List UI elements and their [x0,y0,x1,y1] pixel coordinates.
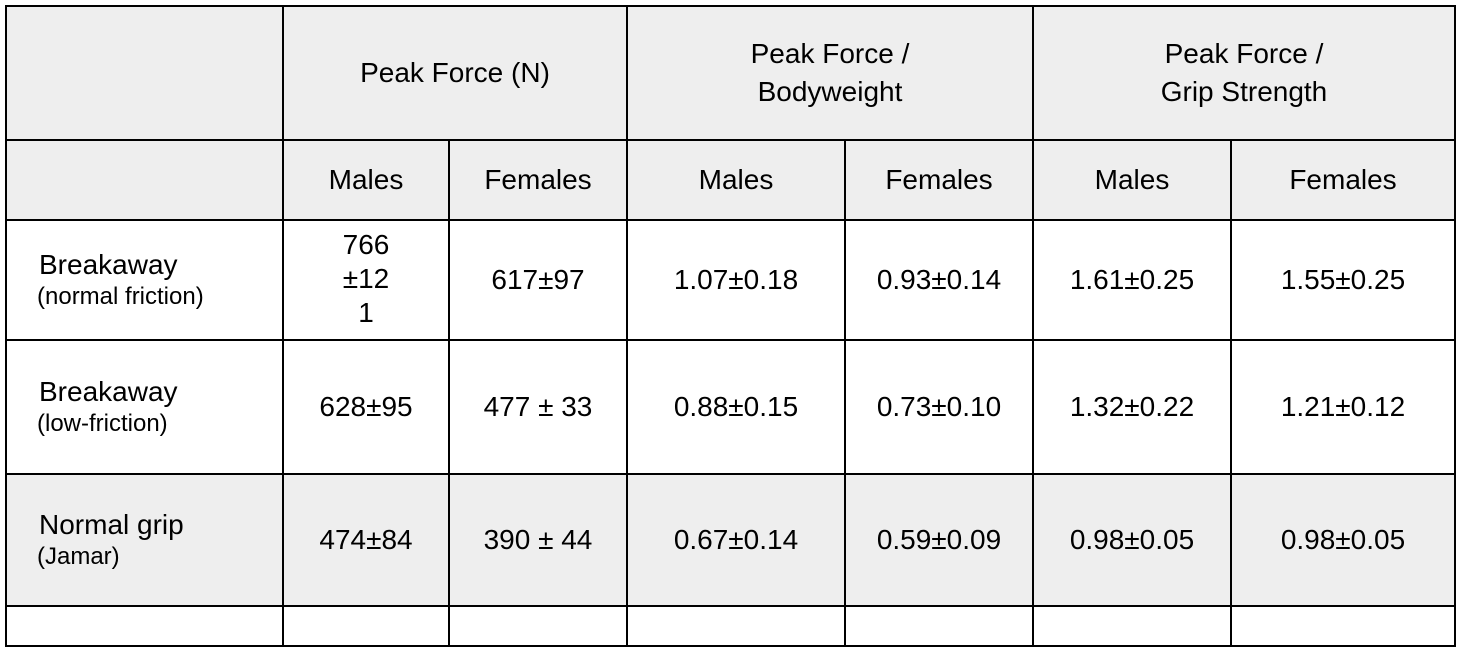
row-label: Normal grip (Jamar) [5,473,284,607]
data-row: Breakaway (low-friction) 628±95 477 ± 33 0.8… [5,339,1456,475]
cell-text: 0.93±0.14 [876,264,1002,295]
cell-text: 1.55±0.25 [1280,264,1406,295]
data-table: Peak Force (N) Peak Force / Bodyweight Peak… [5,5,1456,647]
data-cell: 1.21±0.12 [1230,339,1456,475]
data-cell: 0.67±0.14 [626,473,846,607]
cell-text: 1.32±0.22 [1069,391,1195,422]
data-cell: 1.07±0.18 [626,219,846,341]
data-cell: 474±84 [282,473,450,607]
data-cell: 0.98±0.05 [1230,473,1456,607]
sub-header: Females [844,139,1034,221]
cell-text: 0.88±0.15 [673,391,799,422]
header-line: Peak Force / [750,38,910,69]
sub-header: Males [282,139,450,221]
label-text: Breakaway [39,249,178,280]
empty-cell [626,605,846,647]
subheader-row: Males Females Males Females Males Females [5,139,1456,221]
data-cell: 477 ± 33 [448,339,628,475]
sub-header: Females [1230,139,1456,221]
cut-row [5,605,1456,647]
corner-cell [5,139,284,221]
data-cell: 0.73±0.10 [844,339,1034,475]
label-note: (low-friction) [37,410,168,437]
data-cell: 1.61±0.25 [1032,219,1232,341]
cell-text: 0.67±0.14 [673,524,799,555]
sub-header: Males [1032,139,1232,221]
data-cell: 1.32±0.22 [1032,339,1232,475]
cell-text: 0.98±0.05 [1280,524,1406,555]
group-header: Peak Force (N) [282,5,628,141]
group-header: Peak Force / Bodyweight [626,5,1034,141]
data-cell: 766±121 [282,219,450,341]
empty-cell [1032,605,1232,647]
row-label: Breakaway (low-friction) [5,339,284,475]
sub-header: Females [448,139,628,221]
header-line: Peak Force (N) [360,57,550,88]
data-cell: 0.93±0.14 [844,219,1034,341]
page: Peak Force (N) Peak Force / Bodyweight Peak… [5,5,1456,647]
empty-cell [282,605,450,647]
empty-cell [1230,605,1456,647]
data-cell: 390 ± 44 [448,473,628,607]
header-line: Bodyweight [757,76,903,107]
label-text: Breakaway [39,376,178,407]
group-header: Peak Force / Grip Strength [1032,5,1456,141]
header-line: Peak Force / [1164,38,1324,69]
cell-text: 617±97 [491,264,585,295]
data-row: Normal grip (Jamar) 474±84 390 ± 44 0.67±0.1… [5,473,1456,607]
cell-text: 1.21±0.12 [1280,391,1406,422]
empty-cell [844,605,1034,647]
cell-text: 390 ± 44 [483,524,593,555]
label-note: (Jamar) [37,543,120,570]
label-note: (normal friction) [37,283,204,310]
cell-text: 0.98±0.05 [1069,524,1195,555]
label-text: Normal grip [39,509,184,540]
empty-cell [5,605,284,647]
data-cell: 0.88±0.15 [626,339,846,475]
cell-text: 628±95 [319,391,413,422]
cell-text: 1.07±0.18 [673,264,799,295]
cell-text: 0.59±0.09 [876,524,1002,555]
sub-header: Males [626,139,846,221]
header-line: Grip Strength [1160,76,1328,107]
cell-text: 766±121 [342,229,390,328]
cell-text: 1.61±0.25 [1069,264,1195,295]
data-cell: 0.98±0.05 [1032,473,1232,607]
row-label: Breakaway (normal friction) [5,219,284,341]
header-row: Peak Force (N) Peak Force / Bodyweight Peak… [5,5,1456,141]
corner-cell [5,5,284,141]
cell-text: 0.73±0.10 [876,391,1002,422]
cell-text: 477 ± 33 [483,391,593,422]
data-cell: 628±95 [282,339,450,475]
empty-cell [448,605,628,647]
data-row: Breakaway (normal friction) 766±121 617±97 1… [5,219,1456,341]
data-cell: 617±97 [448,219,628,341]
data-cell: 1.55±0.25 [1230,219,1456,341]
data-cell: 0.59±0.09 [844,473,1034,607]
cell-text: 474±84 [319,524,413,555]
